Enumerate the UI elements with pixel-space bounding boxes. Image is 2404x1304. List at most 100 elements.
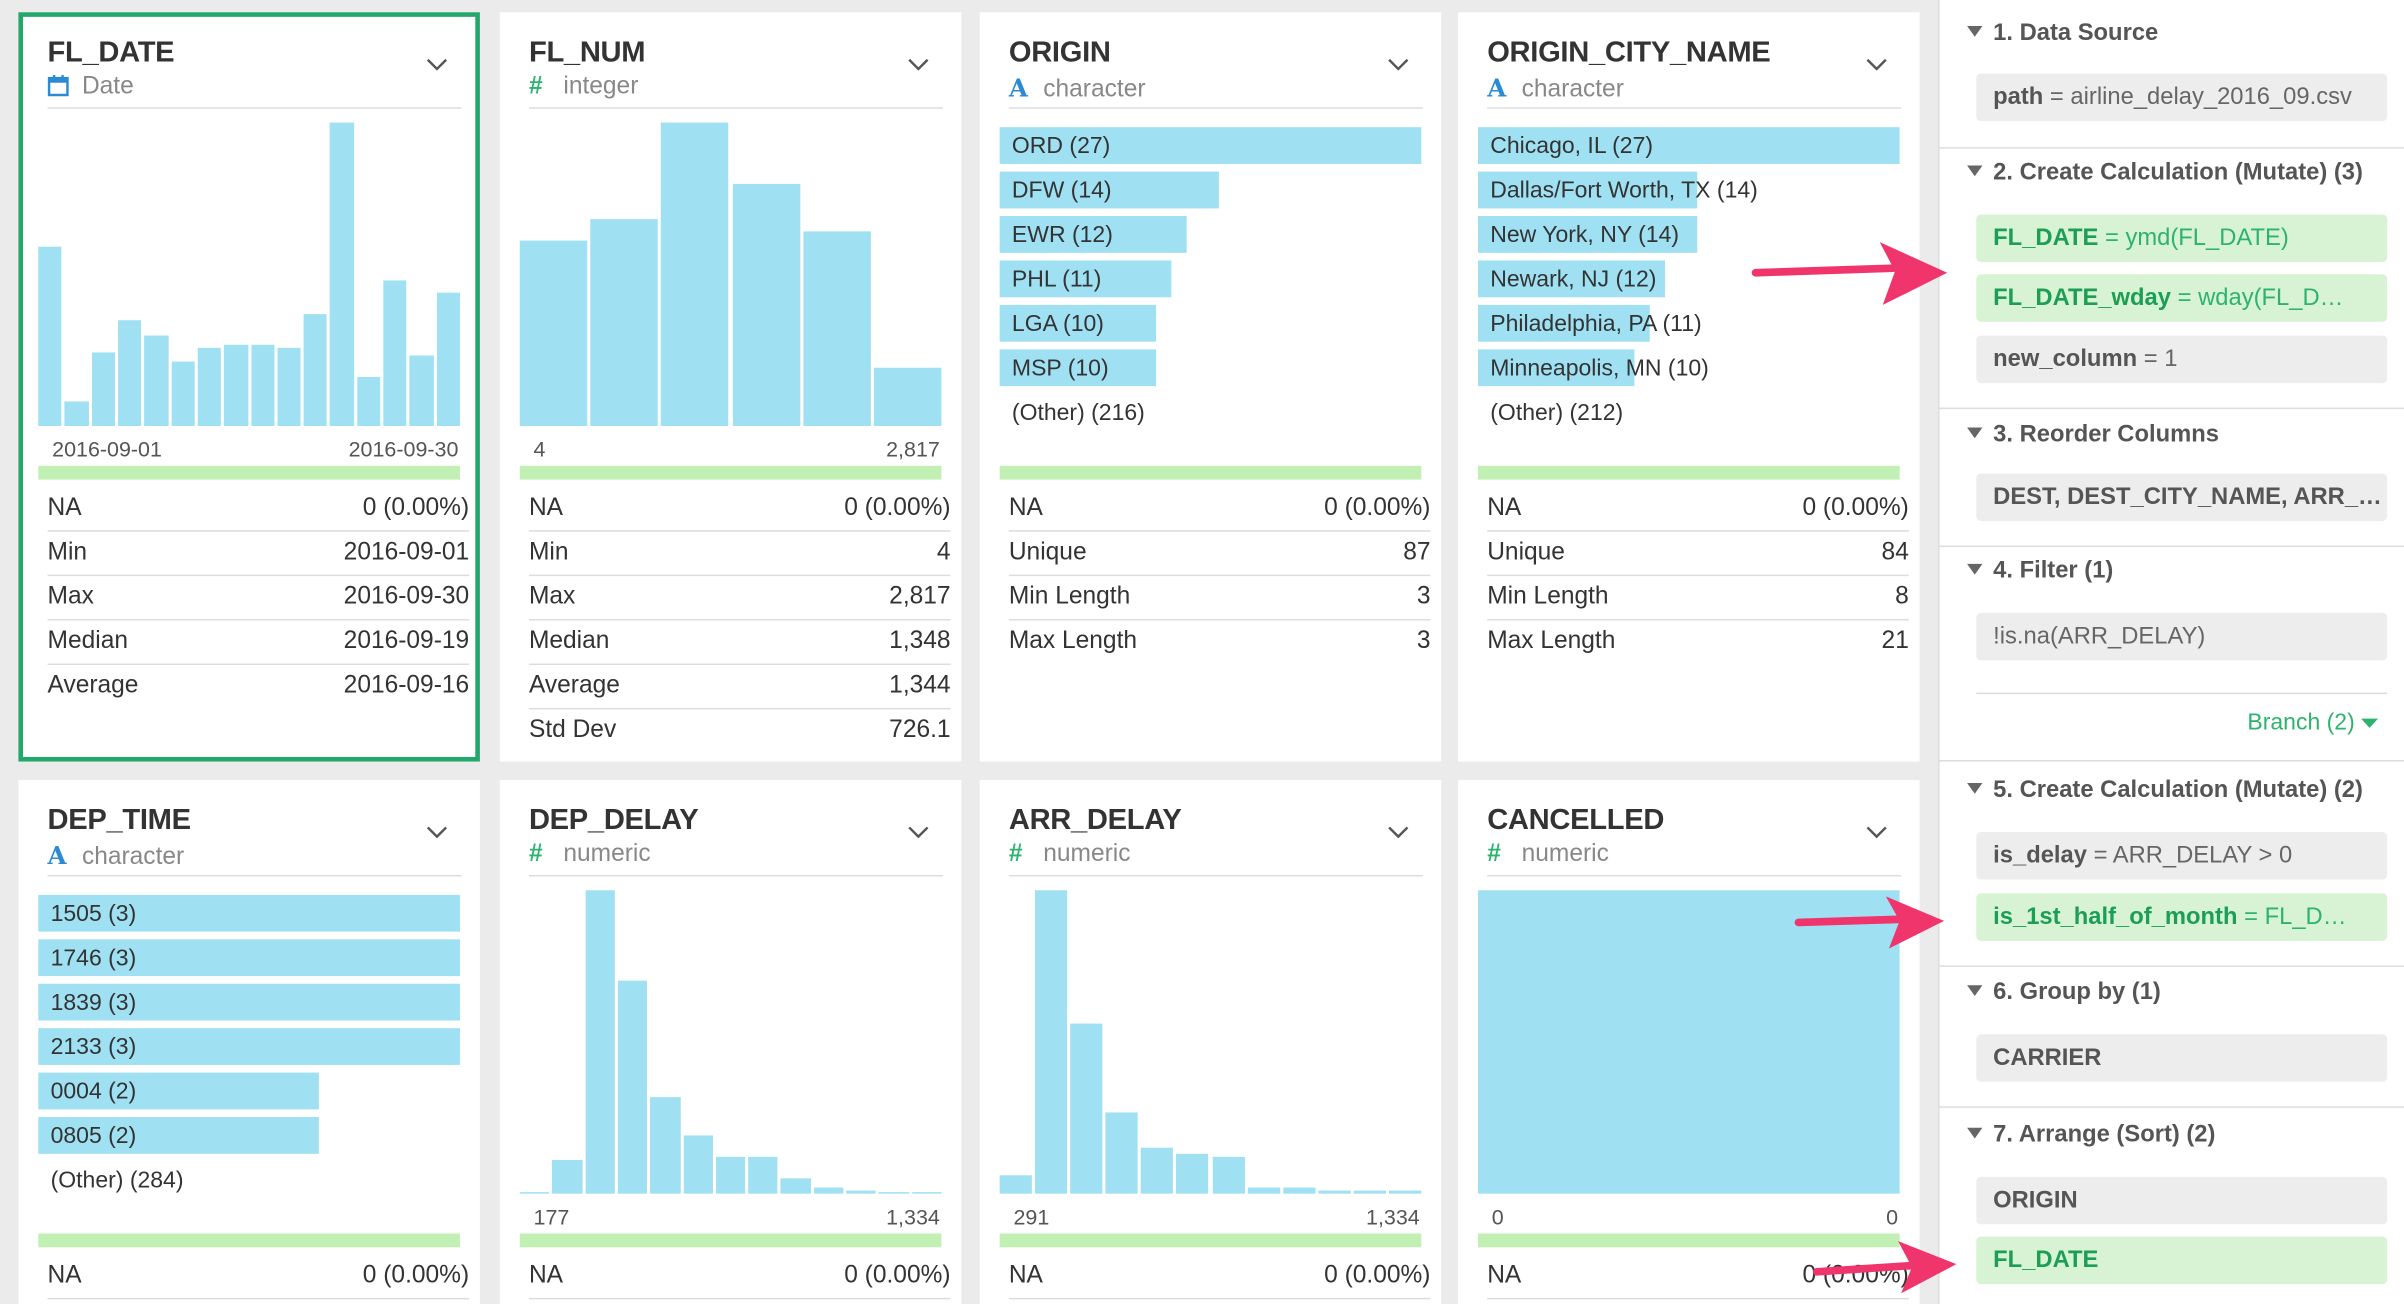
branch-link[interactable]: Branch (2) (2247, 709, 2378, 736)
histogram-bar[interactable] (224, 344, 248, 426)
step-item[interactable]: ORIGIN (1976, 1176, 2388, 1225)
column-header[interactable]: ORIGIN A character (1008, 28, 1423, 109)
category-bar[interactable] (1478, 349, 1635, 387)
category-bar[interactable] (999, 260, 1172, 298)
histogram-bar[interactable] (1070, 1023, 1103, 1194)
category-bar[interactable] (1478, 216, 1697, 253)
histogram-bar[interactable] (38, 246, 62, 426)
triangle-down-icon[interactable] (1967, 1127, 1983, 1139)
histogram-bar[interactable] (617, 981, 648, 1194)
chevron-down-icon[interactable] (1864, 820, 1889, 845)
histogram-bar[interactable] (91, 353, 115, 426)
histogram-bar[interactable] (911, 1191, 942, 1194)
column-card-dep-time[interactable]: DEP_TIME A character 1505 (3) 1746 (3) 1839 … (18, 779, 480, 1304)
triangle-down-icon[interactable] (1967, 783, 1983, 794)
column-header[interactable]: CANCELLED # numeric (1487, 795, 1902, 877)
histogram-bar[interactable] (197, 347, 222, 426)
step-title-3[interactable]: 3. Reorder Columns (1967, 421, 2219, 449)
column-card-fl-num[interactable]: FL_NUM # integer 4 2,817 NA 0 (0.00%) Min 4 Max 2… (499, 12, 962, 762)
histogram-bar[interactable] (683, 1136, 713, 1194)
step-item[interactable]: is_1st_half_of_month = FL_D… (1976, 893, 2388, 941)
category-bar[interactable] (999, 349, 1156, 387)
chevron-down-icon[interactable] (1386, 52, 1411, 77)
histogram-bar[interactable] (277, 347, 301, 426)
step-title-4[interactable]: 4. Filter (1) (1967, 558, 2113, 586)
histogram-bar[interactable] (552, 1160, 582, 1194)
histogram-bar[interactable] (519, 240, 588, 426)
category-bar[interactable] (1478, 304, 1650, 342)
histogram-bar[interactable] (590, 219, 659, 426)
histogram-bar[interactable] (585, 890, 615, 1194)
triangle-down-icon[interactable] (1967, 563, 1983, 575)
step-title-5[interactable]: 5. Create Calculation (Mutate) (2) (1967, 777, 2363, 805)
column-card-origin-city-name[interactable]: ORIGIN_CITY_NAME A character Chicago, IL (… (1458, 12, 1920, 762)
step-item[interactable]: FL_DATE (1976, 1236, 2388, 1285)
histogram-bar[interactable] (1318, 1190, 1351, 1194)
histogram-bar[interactable] (409, 356, 434, 426)
chevron-down-icon[interactable] (906, 52, 931, 77)
histogram-bar[interactable] (356, 377, 381, 426)
chevron-down-icon[interactable] (425, 820, 450, 845)
histogram-bar[interactable] (873, 368, 942, 426)
category-bar[interactable] (38, 1028, 460, 1065)
step-item[interactable]: new_column = 1 (1976, 335, 2388, 384)
histogram-bar[interactable] (1141, 1148, 1174, 1194)
histogram-bar[interactable] (650, 1096, 680, 1194)
category-bar[interactable] (999, 127, 1422, 164)
histogram-bar[interactable] (303, 313, 328, 426)
histogram-bar[interactable] (732, 183, 800, 426)
histogram-bar[interactable] (661, 122, 730, 426)
histogram-bar[interactable] (813, 1187, 844, 1194)
category-bar[interactable] (1478, 171, 1697, 209)
category-bar[interactable] (1478, 260, 1666, 298)
chevron-down-icon[interactable] (906, 820, 931, 845)
category-bar[interactable] (999, 216, 1188, 253)
histogram-bar[interactable] (117, 319, 142, 426)
step-item[interactable]: is_delay = ARR_DELAY > 0 (1976, 832, 2388, 880)
histogram-bar[interactable] (1282, 1187, 1316, 1194)
chevron-down-icon[interactable] (1386, 820, 1411, 845)
step-title-2[interactable]: 2. Create Calculation (Mutate) (3) (1967, 159, 2363, 187)
step-item[interactable]: FL_DATE = ymd(FL_DATE) (1976, 214, 2388, 263)
chevron-down-icon[interactable] (1864, 52, 1889, 77)
column-header[interactable]: ARR_DELAY # numeric (1008, 795, 1423, 877)
column-card-fl-date[interactable]: FL_DATE Date 2016-09-01 2016-09-30 NA 0 (0.0… (18, 12, 480, 762)
histogram-bar[interactable] (879, 1191, 909, 1194)
triangle-down-icon[interactable] (1967, 985, 1983, 996)
histogram-bar[interactable] (250, 344, 275, 426)
histogram-bar[interactable] (330, 122, 354, 426)
category-bar[interactable] (999, 171, 1219, 209)
histogram-bar[interactable] (1388, 1190, 1422, 1194)
category-bar[interactable] (38, 1117, 320, 1154)
column-card-cancelled[interactable]: CANCELLED # numeric 0 0 NA 0 (0.00%) (1458, 779, 1920, 1304)
histogram-bar[interactable] (383, 280, 407, 426)
step-title-1[interactable]: 1. Data Source (1967, 20, 2158, 48)
column-card-arr-delay[interactable]: ARR_DELAY # numeric 291 1,334 NA 0 (0.00%) (979, 779, 1442, 1304)
column-card-dep-delay[interactable]: DEP_DELAY # numeric 177 1,334 NA 0 (0.00%) (499, 779, 962, 1304)
column-header[interactable]: FL_DATE Date (47, 28, 462, 109)
triangle-down-icon[interactable] (1967, 26, 1983, 37)
category-bar[interactable] (38, 983, 460, 1021)
step-item[interactable]: !is.na(ARR_DELAY) (1976, 612, 2388, 661)
category-bar[interactable] (38, 939, 460, 977)
column-header[interactable]: DEP_DELAY # numeric (528, 795, 943, 877)
step-item[interactable]: CARRIER (1976, 1034, 2388, 1082)
histogram-bar[interactable] (1105, 1111, 1139, 1194)
histogram-bar[interactable] (1353, 1190, 1386, 1194)
triangle-down-icon[interactable] (1967, 427, 1983, 439)
category-bar[interactable] (38, 894, 460, 932)
step-item[interactable]: path = airline_delay_2016_09.csv (1976, 73, 2388, 122)
histogram-bar[interactable] (999, 1175, 1032, 1194)
histogram-bar[interactable] (171, 362, 195, 426)
histogram-bar[interactable] (802, 231, 871, 426)
histogram-bar[interactable] (1035, 890, 1068, 1194)
histogram-bar[interactable] (781, 1178, 811, 1194)
step-item[interactable]: FL_DATE_wday = wday(FL_D… (1976, 274, 2388, 322)
step-title-6[interactable]: 6. Group by (1) (1967, 979, 2161, 1007)
column-header[interactable]: ORIGIN_CITY_NAME A character (1487, 28, 1902, 109)
category-bar[interactable] (38, 1072, 320, 1110)
histogram-bar[interactable] (1247, 1187, 1280, 1194)
category-bar[interactable] (999, 304, 1156, 342)
histogram-bar[interactable] (1211, 1157, 1245, 1194)
category-bar[interactable] (1478, 127, 1900, 164)
